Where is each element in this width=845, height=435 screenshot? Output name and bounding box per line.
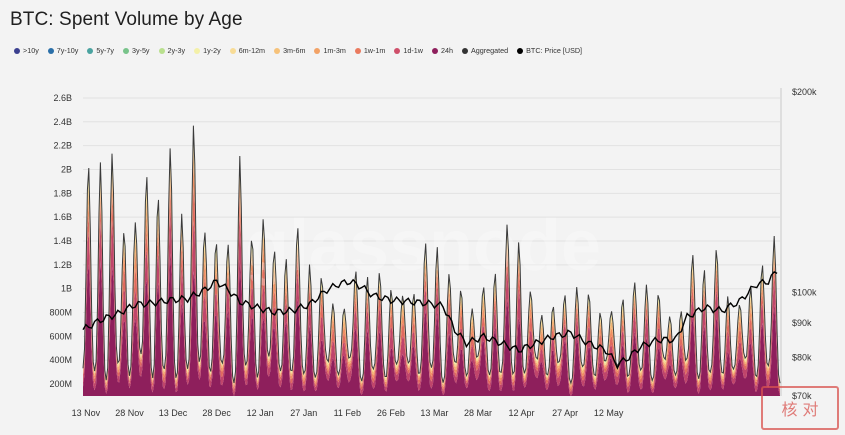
page-title: BTC: Spent Volume by Age [10, 9, 243, 30]
legend-swatch-icon [314, 47, 321, 54]
legend-label: 1w-1m [363, 46, 386, 55]
legend-swatch-icon [122, 47, 129, 54]
x-axis: 13 Nov 28 Nov 13 Dec 28 Dec 12 Jan 27 Jan 11 F… [72, 408, 624, 418]
y-tick-label: 1.6B [53, 212, 72, 222]
legend-label: 1y-2y [203, 46, 221, 55]
legend-swatch-icon [274, 47, 281, 54]
legend-item[interactable]: Aggregated [461, 46, 509, 55]
right-axis: $70k $80k $90k $100k $200k [792, 87, 817, 401]
y-tick-label: 400M [49, 355, 72, 365]
y-tick-label: 600M [49, 331, 72, 341]
x-tick-label: 26 Feb [377, 408, 405, 418]
legend-item[interactable]: 2y-3y [158, 46, 186, 55]
x-tick-label: 27 Jan [290, 408, 317, 418]
x-tick-label: 12 Jan [247, 408, 274, 418]
y-tick-label: 2.2B [53, 141, 72, 151]
right-tick-label: $200k [792, 87, 817, 97]
legend-item[interactable]: 6m-12m [229, 46, 266, 55]
y-tick-label: 800M [49, 308, 72, 318]
legend-swatch-icon [517, 47, 524, 54]
legend-item[interactable]: 3m-6m [274, 46, 305, 55]
legend-item[interactable]: 5y-7y [87, 46, 114, 55]
y-tick-label: 2.4B [53, 117, 72, 127]
legend-label: Aggregated [470, 46, 509, 55]
legend-label: 5y-7y [96, 46, 114, 55]
x-tick-label: 13 Mar [420, 408, 448, 418]
stamp: 核 对 [761, 386, 839, 430]
price-line [82, 271, 778, 370]
legend: >10y 7y-10y 5y-7y 3y-5y 2y-3y 1y-2y 6m-12m 3m-6… [14, 46, 582, 55]
right-tick-label: $90k [792, 318, 812, 328]
legend-item[interactable]: 1m-3m [314, 46, 346, 55]
legend-item[interactable]: 7y-10y [47, 46, 79, 55]
legend-swatch-icon [354, 47, 361, 54]
x-tick-label: 13 Dec [159, 408, 188, 418]
x-tick-label: 11 Feb [334, 408, 361, 418]
legend-item[interactable]: 1d-1w [394, 46, 423, 55]
legend-label: 2y-3y [167, 46, 186, 55]
aggregated-line [82, 125, 781, 385]
legend-swatch-icon [229, 47, 236, 54]
legend-swatch-icon [194, 47, 201, 54]
legend-label: 3m-6m [283, 46, 306, 55]
legend-label: 6m-12m [238, 46, 266, 55]
x-tick-label: 28 Nov [115, 408, 144, 418]
legend-label: 7y-10y [56, 46, 79, 55]
legend-swatch-icon [47, 47, 54, 54]
y-tick-label: 2.6B [53, 93, 72, 103]
y-tick-label: 1.4B [53, 236, 72, 246]
legend-label: >10y [23, 46, 39, 55]
watermark: glassnode [245, 206, 601, 286]
legend-label: 3y-5y [131, 46, 150, 55]
right-tick-label: $70k [792, 391, 812, 401]
y-tick-label: 2B [61, 164, 72, 174]
legend-swatch-icon [158, 47, 165, 54]
x-tick-label: 27 Apr [552, 408, 578, 418]
y-tick-label: 1.8B [53, 188, 72, 198]
y-tick-label: 1B [61, 284, 72, 294]
legend-label: BTC: Price [USD] [526, 46, 583, 55]
legend-item[interactable]: BTC: Price [USD] [517, 46, 582, 55]
legend-swatch-icon [461, 47, 468, 54]
x-tick-label: 28 Mar [464, 408, 492, 418]
legend-label: 1d-1w [403, 46, 423, 55]
right-tick-label: $80k [792, 352, 812, 362]
x-tick-label: 12 May [594, 408, 624, 418]
legend-item[interactable]: 3y-5y [122, 46, 150, 55]
legend-swatch-icon [394, 47, 401, 54]
x-tick-label: 12 Apr [509, 408, 535, 418]
legend-item[interactable]: >10y [14, 46, 39, 55]
y-tick-label: 1.2B [53, 260, 72, 270]
legend-label: 24h [440, 46, 453, 55]
legend-swatch-icon [431, 47, 438, 54]
right-tick-label: $100k [792, 288, 817, 298]
left-axis: 200M 400M 600M 800M 1B 1.2B 1.4B 1.6B 1.8B 2B 2.2B… [49, 93, 72, 389]
series-lines [82, 125, 781, 385]
legend-swatch-icon [87, 47, 94, 54]
legend-label: 1m-3m [323, 46, 346, 55]
x-tick-label: 28 Dec [202, 408, 231, 418]
legend-item[interactable]: 24h [431, 46, 453, 55]
legend-item[interactable]: 1w-1m [354, 46, 386, 55]
y-tick-label: 200M [49, 379, 72, 389]
x-tick-label: 13 Nov [72, 408, 101, 418]
legend-item[interactable]: 1y-2y [194, 46, 221, 55]
legend-swatch-icon [14, 47, 20, 54]
